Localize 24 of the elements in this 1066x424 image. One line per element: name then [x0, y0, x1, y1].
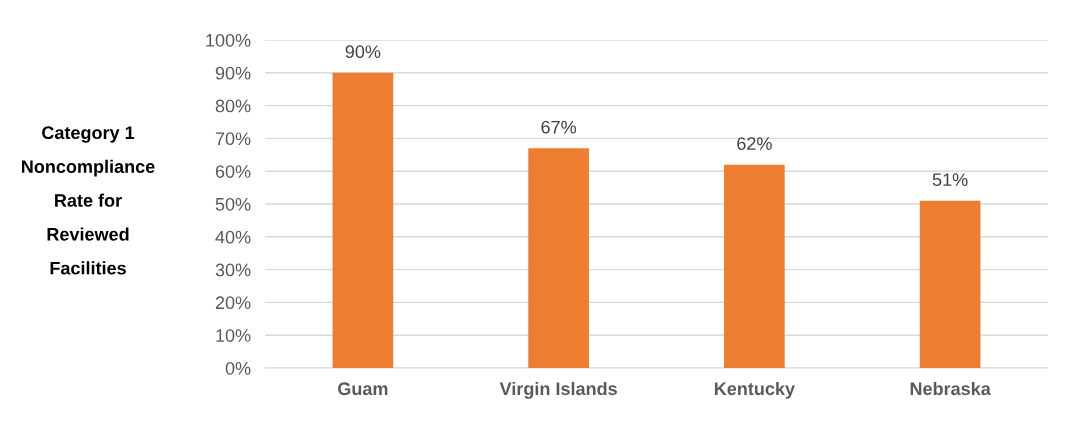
y-tick-label: 40% [215, 230, 251, 244]
y-axis-title: Category 1 Noncompliance Rate for Reviewed Facilities [21, 126, 155, 275]
bar [528, 148, 589, 368]
bar [919, 200, 981, 368]
y-tick-label: 20% [215, 296, 251, 310]
y-tick-label: 90% [215, 66, 251, 80]
data-label: 51% [932, 173, 968, 187]
y-tick-label: 100% [206, 33, 251, 47]
x-tick-label: Virgin Islands [499, 381, 617, 399]
data-label: 90% [345, 45, 381, 59]
y-tick-label: 60% [215, 165, 251, 178]
data-label: 62% [737, 137, 772, 150]
data-label: 67% [541, 120, 577, 134]
y-tick-label: 70% [215, 132, 251, 146]
bar [724, 164, 785, 368]
x-tick-label: Guam [338, 382, 388, 396]
bar [332, 72, 394, 368]
y-tick-label: 80% [215, 99, 251, 113]
x-tick-label: Nebraska [910, 381, 991, 396]
y-tick-label: 10% [216, 329, 251, 342]
y-tick-label: 50% [215, 197, 251, 211]
y-tick-label: 0% [225, 361, 251, 375]
x-tick-label: Kentucky [714, 381, 795, 399]
y-tick-label: 30% [215, 263, 251, 277]
